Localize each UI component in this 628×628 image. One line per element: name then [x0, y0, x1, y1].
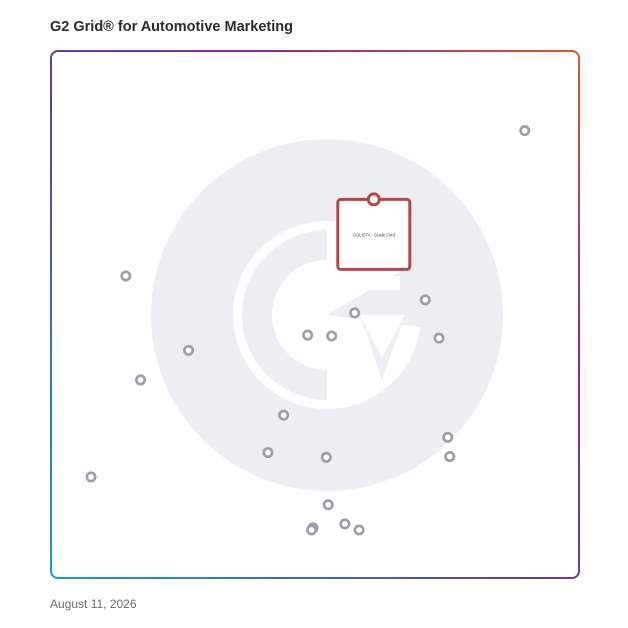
product-point-5[interactable]	[85, 471, 97, 483]
chart-title: G2 Grid® for Automotive Marketing	[50, 19, 293, 35]
product-point-3[interactable]	[183, 344, 195, 356]
product-point-9[interactable]	[349, 307, 361, 319]
product-point-6[interactable]	[302, 329, 314, 341]
product-point-14[interactable]	[262, 447, 274, 459]
product-point-15[interactable]	[320, 451, 332, 463]
product-point-13[interactable]	[444, 450, 456, 462]
product-point-1[interactable]	[519, 125, 531, 137]
product-point-8[interactable]	[278, 409, 290, 421]
product-point-2[interactable]	[120, 270, 132, 282]
product-point-16[interactable]	[322, 499, 334, 511]
product-point-12[interactable]	[442, 431, 454, 443]
product-points	[85, 125, 531, 536]
product-point-20[interactable]	[353, 524, 365, 536]
highlighted-product-logo: GOLISTA · Guide Ford	[353, 232, 396, 237]
highlighted-product: GOLISTA · Guide Ford	[336, 192, 412, 271]
product-point-19[interactable]	[306, 524, 318, 536]
product-point-11[interactable]	[433, 332, 445, 344]
grid-frame	[50, 50, 580, 579]
product-point-7[interactable]	[326, 330, 338, 342]
product-point-4[interactable]	[135, 374, 147, 386]
product-point-18[interactable]	[339, 518, 351, 530]
highlighted-product-point[interactable]	[366, 192, 381, 207]
product-point-10[interactable]	[419, 294, 431, 306]
report-date: August 11, 2026	[50, 597, 137, 611]
